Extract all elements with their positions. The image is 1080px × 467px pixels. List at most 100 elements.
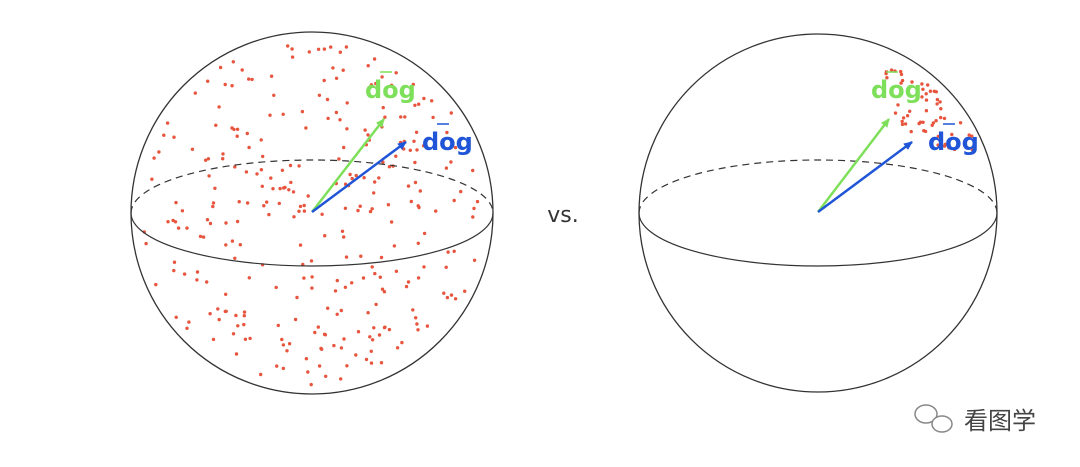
dot — [242, 310, 247, 314]
dot — [271, 187, 275, 191]
dot — [278, 186, 282, 191]
dot — [185, 326, 189, 330]
dot — [234, 352, 239, 356]
dot — [298, 204, 303, 209]
dot — [366, 133, 370, 137]
dot — [247, 77, 251, 81]
dot — [368, 209, 373, 214]
dot — [335, 278, 339, 283]
dot — [304, 126, 308, 130]
dot — [324, 374, 328, 378]
dot — [221, 152, 225, 156]
dot — [223, 82, 227, 87]
dot — [417, 205, 421, 210]
dot — [174, 200, 178, 205]
dot — [235, 134, 239, 138]
dot — [277, 201, 281, 206]
dot — [910, 80, 914, 84]
dot — [211, 204, 215, 209]
dot — [444, 265, 448, 269]
dot — [144, 241, 148, 246]
dot — [404, 284, 409, 289]
dot — [387, 327, 392, 332]
dot — [320, 347, 324, 351]
dot — [899, 72, 904, 77]
dot — [905, 114, 910, 118]
dot — [408, 148, 412, 152]
dot — [370, 207, 374, 211]
dot — [893, 111, 898, 115]
dot — [942, 144, 947, 148]
dot — [217, 317, 221, 322]
dot — [176, 226, 181, 230]
dot — [172, 135, 176, 139]
dot — [180, 209, 185, 213]
dot — [302, 276, 306, 280]
dot — [413, 180, 418, 185]
dot — [340, 229, 345, 233]
dot — [348, 172, 352, 177]
dot — [414, 130, 419, 134]
dot — [243, 337, 248, 341]
dot — [378, 275, 382, 279]
dot — [471, 168, 475, 173]
dot — [297, 209, 301, 213]
dot — [275, 364, 279, 368]
dot — [261, 154, 265, 159]
dot — [334, 110, 339, 115]
equator-back — [130, 159, 494, 214]
dot — [344, 255, 349, 259]
dot — [230, 126, 234, 130]
dot — [260, 184, 264, 188]
dot — [445, 130, 449, 135]
dot — [206, 79, 210, 83]
dot — [290, 47, 294, 51]
dots-left — [142, 44, 480, 387]
dot — [400, 340, 404, 345]
dot — [320, 212, 324, 216]
dot — [304, 357, 309, 361]
dot — [309, 259, 314, 263]
dot — [193, 91, 197, 95]
dot — [187, 320, 191, 324]
dot — [967, 133, 971, 137]
dot — [924, 109, 929, 113]
separator: vs. — [547, 203, 578, 228]
dot — [938, 100, 942, 104]
dot — [920, 82, 924, 86]
dot — [317, 364, 322, 368]
dot — [165, 121, 170, 125]
dot — [903, 122, 908, 126]
dot — [238, 243, 242, 247]
dot — [900, 119, 904, 124]
dot — [422, 265, 426, 269]
dot — [224, 309, 228, 313]
dot — [313, 330, 317, 335]
dot — [372, 191, 376, 195]
dot — [939, 115, 943, 120]
dot — [413, 160, 417, 165]
dot — [272, 93, 276, 98]
dot — [224, 292, 228, 296]
dot — [926, 83, 930, 87]
dot — [935, 102, 939, 106]
dot — [250, 77, 254, 82]
dot — [326, 116, 330, 121]
dot — [333, 289, 338, 293]
dot — [900, 78, 905, 83]
dot — [339, 308, 343, 313]
dot — [150, 177, 154, 181]
dot — [370, 338, 375, 342]
dot — [166, 220, 170, 224]
dot — [366, 63, 370, 68]
dot — [316, 47, 321, 51]
dot — [380, 75, 384, 79]
equator-front — [638, 212, 998, 267]
dot — [345, 127, 349, 131]
dot — [885, 76, 889, 80]
dot — [337, 157, 341, 161]
dot — [430, 99, 434, 103]
dot — [259, 168, 264, 172]
dot — [935, 97, 940, 102]
